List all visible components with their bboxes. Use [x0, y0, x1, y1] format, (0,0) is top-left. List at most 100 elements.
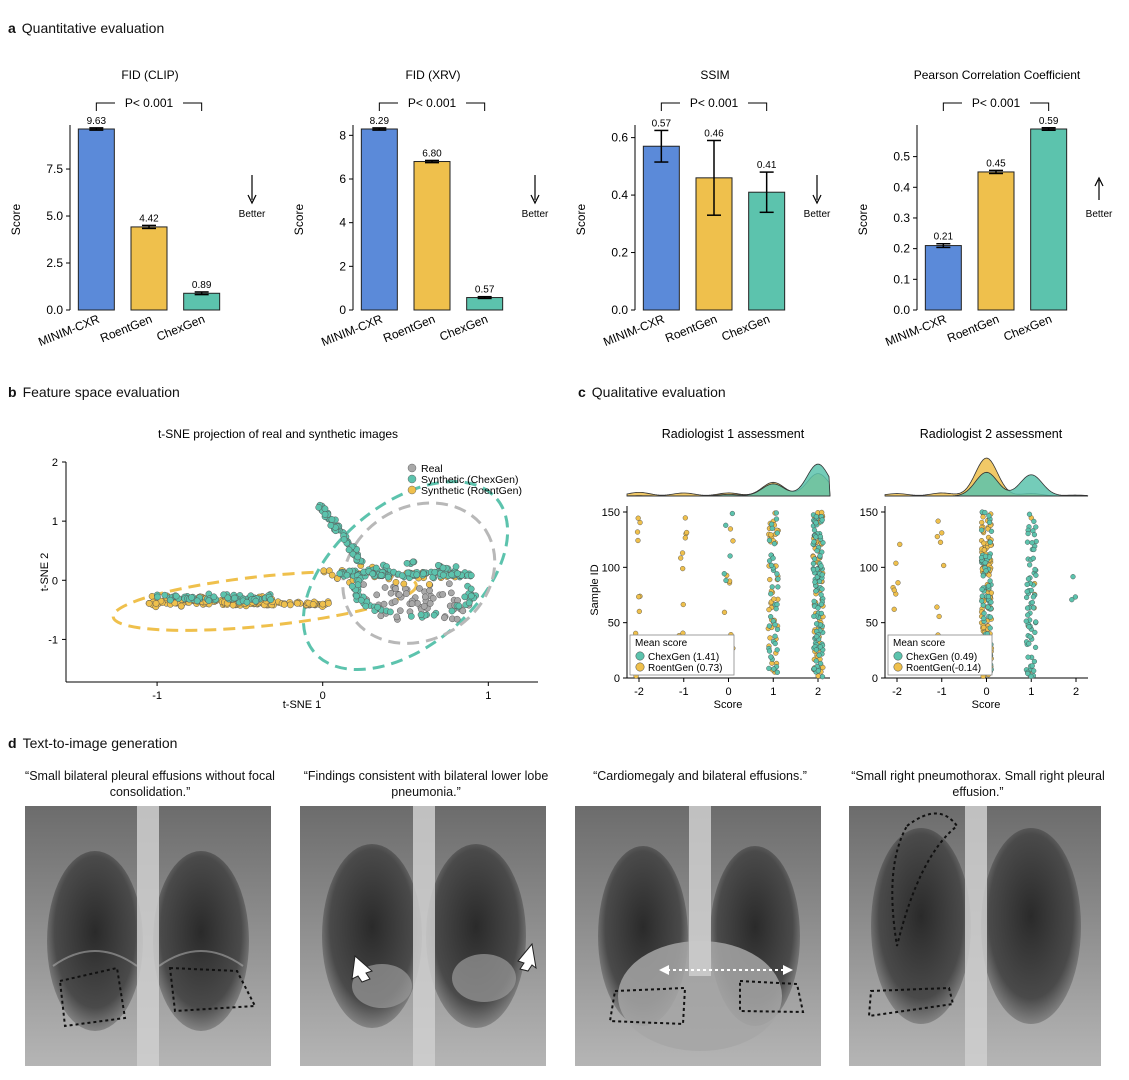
point-chexgen [772, 633, 778, 639]
point-chexgen [465, 599, 473, 607]
point-chexgen [321, 505, 329, 513]
bar-minim-cxr [924, 245, 962, 311]
section-d-letter: d [8, 735, 17, 751]
point-chexgen [161, 591, 169, 599]
x-tick-label: -2 [634, 686, 644, 698]
point-roentgen [893, 560, 899, 566]
point-chexgen [727, 553, 733, 559]
point-chexgen [813, 520, 819, 526]
data-label: 0.89 [192, 280, 212, 291]
point-chexgen [818, 610, 824, 617]
y-tick-label: 1 [52, 516, 58, 528]
legend-title: Mean score [635, 638, 688, 649]
point-roentgen [980, 514, 986, 520]
point-chexgen [815, 605, 821, 611]
bar-chart-pearson: Pearson Correlation Coefficient Score 0.0 0… [856, 68, 1113, 349]
y-tick-label: 150 [602, 507, 620, 519]
legend-marker-roentgen [635, 662, 645, 672]
point-chexgen [815, 668, 821, 674]
point-chexgen [983, 568, 989, 574]
point-roentgen [320, 567, 328, 575]
point-roentgen [981, 540, 987, 546]
point-roentgen [177, 602, 185, 610]
point-real [441, 614, 448, 622]
point-chexgen [813, 588, 819, 594]
y-axis-label: Sample ID [589, 564, 601, 615]
point-real [459, 607, 467, 615]
bar-chexgen [183, 292, 221, 311]
point-chexgen [773, 510, 779, 516]
point-chexgen [766, 623, 773, 629]
point-chexgen [812, 556, 818, 562]
point-roentgen [400, 580, 408, 588]
point-chexgen [766, 648, 773, 654]
point-real [373, 591, 381, 599]
point-roentgen [294, 600, 301, 607]
point-chexgen [467, 572, 475, 579]
point-chexgen [811, 539, 817, 545]
x-tick-label: 0 [320, 690, 326, 702]
point-chexgen [384, 573, 392, 581]
point-chexgen [773, 516, 780, 522]
point-chexgen [1032, 644, 1039, 651]
x-tick-label: ChexGen [155, 312, 207, 344]
chart-title: t-SNE projection of real and synthetic i… [158, 427, 398, 441]
ellipse-chexgen [301, 480, 510, 672]
point-roentgen [328, 571, 336, 579]
point-roentgen [766, 607, 772, 613]
point-roentgen [280, 601, 288, 608]
ellipse-roentgen [111, 570, 418, 632]
point-chexgen [817, 553, 823, 559]
data-label: 4.42 [139, 213, 159, 224]
point-chexgen [1070, 574, 1076, 580]
y-axis-label: Score [9, 204, 23, 236]
point-chexgen [978, 527, 985, 533]
data-label: 0.46 [704, 128, 724, 139]
point-real [416, 585, 423, 592]
y-tick-label: 0.4 [893, 180, 910, 194]
point-chexgen [988, 599, 994, 605]
point-chexgen [1027, 562, 1033, 568]
legend-marker-chexgen [893, 651, 903, 661]
point-chexgen [819, 674, 826, 680]
point-roentgen [635, 537, 641, 544]
better-arrow-head [1094, 176, 1104, 187]
point-chexgen [775, 576, 781, 582]
x-tick-label: -1 [152, 690, 162, 702]
point-chexgen [224, 594, 232, 602]
point-roentgen [319, 600, 327, 608]
point-chexgen [1033, 619, 1039, 625]
x-axis-label: Score [972, 699, 1001, 711]
legend-marker-chexgen [635, 651, 645, 661]
point-roentgen [730, 538, 736, 544]
point-chexgen [1024, 589, 1030, 595]
y-tick-label: 100 [860, 562, 878, 574]
x-tick-label: MINIM-CXR [601, 312, 667, 349]
point-chexgen [982, 509, 988, 516]
point-chexgen [982, 560, 988, 566]
point-chexgen [985, 604, 991, 610]
prompt-3: “Cardiomegaly and bilateral effusions.” [593, 769, 807, 783]
point-chexgen [387, 608, 394, 616]
point-roentgen [637, 519, 643, 526]
point-chexgen [328, 516, 336, 523]
significance-bg [680, 95, 748, 111]
point-chexgen [467, 585, 475, 593]
point-chexgen [772, 622, 778, 628]
point-roentgen [392, 578, 400, 586]
point-real [447, 589, 455, 597]
x-tick-label: 1 [1028, 686, 1034, 698]
point-chexgen [813, 621, 820, 627]
x-tick-label: 0 [725, 686, 731, 698]
x-tick-label: -1 [937, 686, 947, 698]
point-chexgen [1031, 532, 1038, 538]
point-chexgen [413, 571, 421, 579]
better-label: Better [804, 209, 831, 220]
data-label: 8.29 [370, 116, 390, 127]
point-chexgen [231, 594, 238, 602]
point-chexgen [772, 640, 778, 647]
y-tick-label: 150 [860, 507, 878, 519]
point-roentgen [771, 596, 777, 602]
y-tick-label: 0 [52, 575, 58, 587]
point-chexgen [811, 666, 817, 672]
